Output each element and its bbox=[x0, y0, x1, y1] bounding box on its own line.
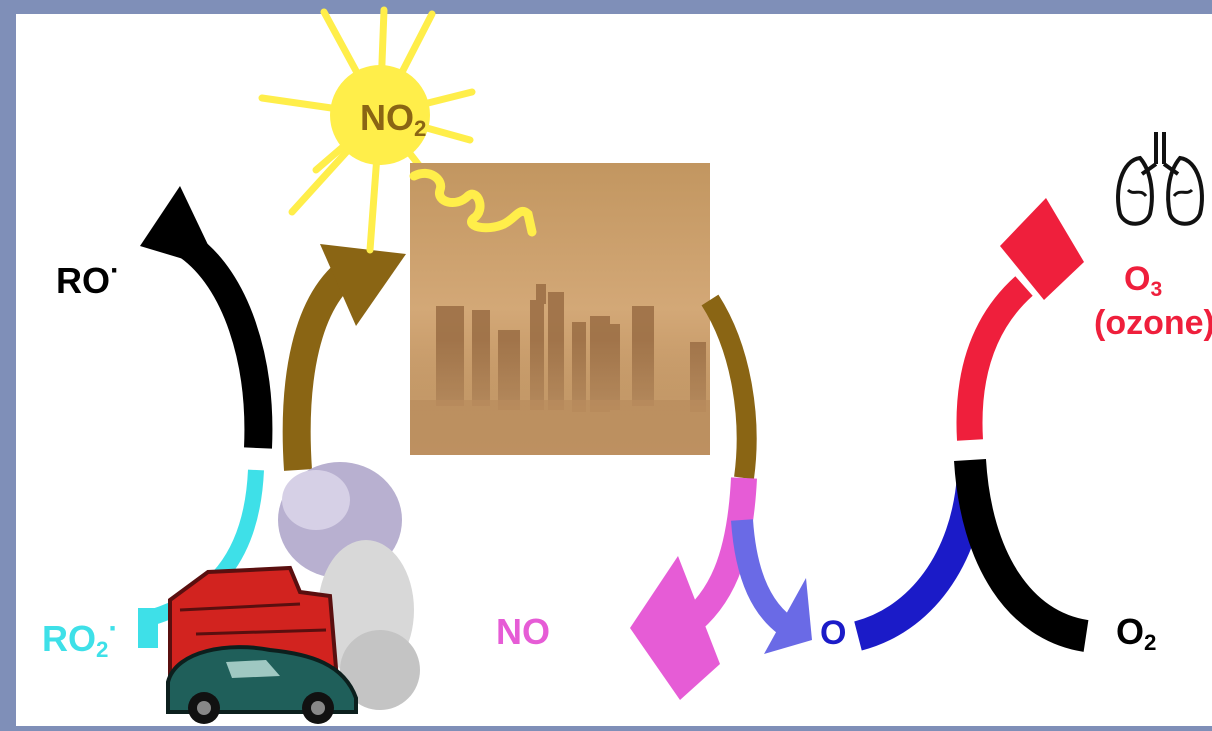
no2-photolysis-arrow bbox=[701, 294, 757, 480]
o2-arrow bbox=[954, 458, 1090, 652]
no2-label: NO2 bbox=[360, 97, 427, 142]
no-label: NO bbox=[496, 611, 550, 652]
no-arrow bbox=[630, 477, 757, 700]
sun-icon bbox=[258, 6, 476, 254]
ro-arrow bbox=[140, 186, 273, 449]
ro2-arrow-end bbox=[138, 608, 158, 648]
lungs-icon bbox=[1116, 132, 1204, 226]
o2-label: O2 bbox=[1116, 611, 1157, 656]
o3-arrow bbox=[956, 198, 1084, 441]
o-release-arrow bbox=[731, 519, 812, 654]
traffic-exhaust-image bbox=[166, 462, 420, 724]
ozone-label: (ozone) bbox=[1094, 304, 1212, 342]
ro-label: RO· bbox=[56, 254, 120, 301]
no2-formation-arrow bbox=[282, 244, 406, 471]
smog-city-image bbox=[410, 163, 710, 455]
o-label: O bbox=[820, 614, 847, 652]
light-ray-squiggle bbox=[409, 168, 537, 237]
o3-label: O3 bbox=[1124, 260, 1163, 301]
ro2-label: RO2· bbox=[42, 612, 119, 663]
